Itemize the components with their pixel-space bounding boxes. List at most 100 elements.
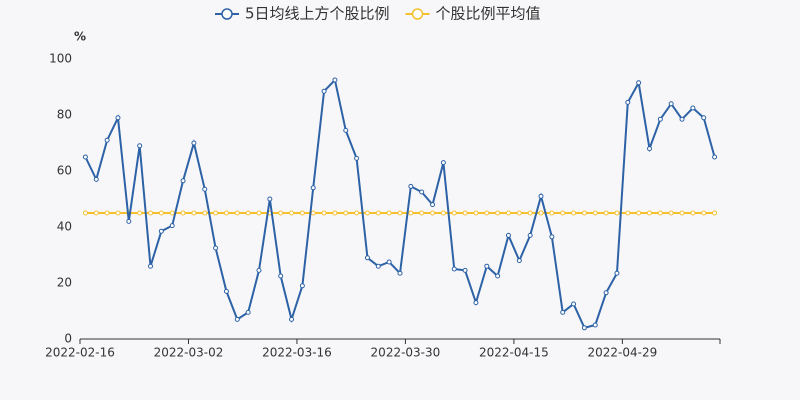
point [310, 210, 316, 216]
point [440, 160, 446, 166]
point [397, 270, 403, 276]
point [592, 322, 598, 328]
point [462, 267, 468, 273]
point [202, 186, 208, 192]
x-tick-label: 2022-03-30 [371, 346, 441, 360]
point [440, 210, 446, 216]
point [93, 210, 99, 216]
point [126, 218, 132, 224]
point [289, 316, 295, 322]
point [495, 210, 501, 216]
point [213, 245, 219, 251]
point [169, 223, 175, 229]
point [690, 105, 696, 111]
point [386, 259, 392, 265]
point [712, 210, 718, 216]
legend-label: 5日均线上方个股比例 [245, 5, 390, 23]
point [495, 273, 501, 279]
point [538, 210, 544, 216]
point [278, 273, 284, 279]
point [603, 290, 609, 296]
point [364, 255, 370, 261]
point [245, 309, 251, 315]
point [115, 115, 121, 121]
point [267, 196, 273, 202]
point [701, 210, 707, 216]
point [299, 210, 305, 216]
point [679, 210, 685, 216]
point [137, 210, 143, 216]
point [484, 210, 490, 216]
point [289, 210, 295, 216]
point [408, 210, 414, 216]
point [180, 178, 186, 184]
x-tick-label: 2022-04-15 [479, 346, 549, 360]
point [571, 210, 577, 216]
point [603, 210, 609, 216]
point [364, 210, 370, 216]
point [484, 263, 490, 269]
point [104, 137, 110, 143]
point [223, 210, 229, 216]
point [657, 116, 663, 122]
point [646, 146, 652, 152]
point [234, 316, 240, 322]
legend-icon [221, 8, 233, 20]
x-tick-label: 2022-03-02 [154, 346, 224, 360]
point [419, 210, 425, 216]
point [115, 210, 121, 216]
point [505, 232, 511, 238]
point [646, 210, 652, 216]
point [375, 210, 381, 216]
point [321, 210, 327, 216]
point [538, 193, 544, 199]
point [636, 80, 642, 86]
point [473, 300, 479, 306]
point [256, 267, 262, 273]
point [158, 210, 164, 216]
point [245, 210, 251, 216]
point [158, 228, 164, 234]
point [213, 210, 219, 216]
point [571, 301, 577, 307]
point [256, 210, 262, 216]
point [397, 210, 403, 216]
y-tick-label: 20 [57, 276, 72, 290]
point [169, 210, 175, 216]
point [527, 232, 533, 238]
point [430, 202, 436, 208]
point [93, 176, 99, 182]
point [614, 270, 620, 276]
point [310, 185, 316, 191]
y-tick-label: 100 [49, 52, 72, 66]
point [560, 309, 566, 315]
point [148, 263, 154, 269]
point [560, 210, 566, 216]
point [191, 210, 197, 216]
y-tick-label: 40 [57, 220, 72, 234]
legend-label: 个股比例平均值 [436, 5, 541, 23]
y-tick-label: 60 [57, 164, 72, 178]
point [82, 154, 88, 160]
point [516, 258, 522, 264]
point [581, 210, 587, 216]
legend-icon [411, 8, 424, 20]
y-tick-label: 80 [57, 108, 72, 122]
point [462, 210, 468, 216]
point [549, 210, 555, 216]
point [592, 210, 598, 216]
point [386, 210, 392, 216]
point [419, 189, 425, 195]
point [581, 325, 587, 331]
point [614, 210, 620, 216]
point [191, 140, 197, 146]
point [549, 234, 555, 240]
point [234, 210, 240, 216]
point [625, 99, 631, 105]
point [516, 210, 522, 216]
point [223, 288, 229, 294]
point [625, 210, 631, 216]
point [354, 210, 360, 216]
